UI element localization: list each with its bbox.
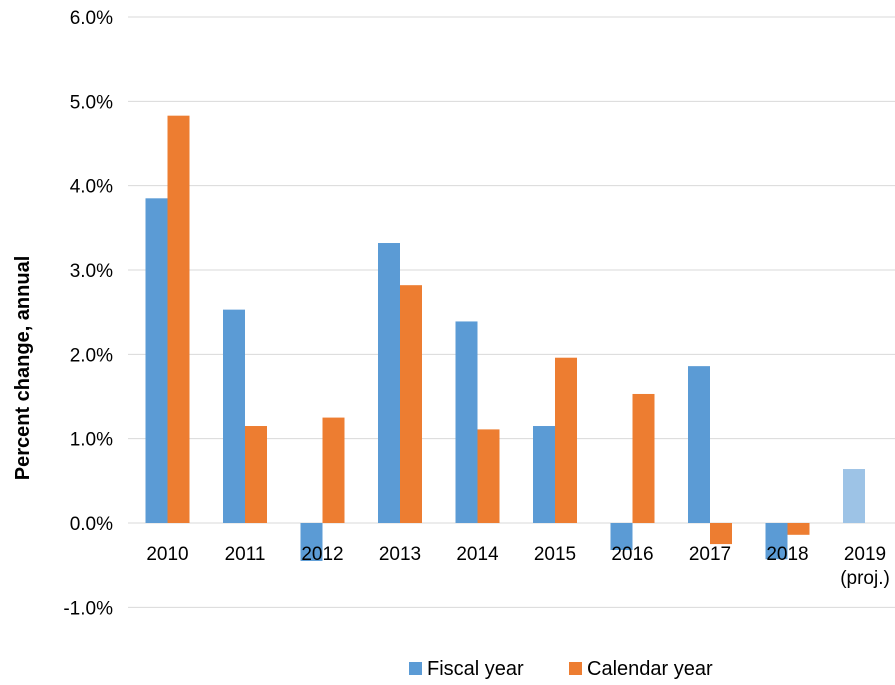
- bar-calendar-year-2010: [167, 115, 190, 524]
- bar-fiscal-year-2013: [378, 243, 400, 523]
- bar-fiscal-year-2015: [533, 426, 555, 523]
- x-tick-label: 2011: [225, 544, 266, 565]
- x-tick-label: 2014: [456, 544, 499, 565]
- y-tick-label: 0.0%: [70, 514, 113, 535]
- y-tick-label: 3.0%: [70, 261, 113, 282]
- bar-fiscal-year-2019: [843, 469, 865, 523]
- bar-calendar-year-2014: [477, 429, 500, 523]
- legend-swatch-fiscal-year: [409, 662, 422, 675]
- bar-fiscal-year-2018: [765, 523, 788, 560]
- legend: Fiscal year Calendar year: [409, 658, 713, 680]
- bar-calendar-year-2013: [400, 285, 422, 523]
- legend-swatch-calendar-year: [569, 662, 582, 675]
- y-tick-label: 4.0%: [70, 177, 113, 198]
- x-tick-label: 2019: [844, 544, 886, 565]
- bar-fiscal-year-2017: [688, 366, 710, 523]
- bar-fiscal-year-2011: [223, 309, 245, 523]
- bar-calendar-year-2016: [632, 393, 655, 523]
- x-tick-label: 2017: [689, 544, 731, 565]
- x-tick-label: 2018: [766, 544, 808, 565]
- bar-fiscal-year-2010: [145, 198, 168, 524]
- y-tick-label: 2.0%: [70, 345, 113, 366]
- bar-fiscal-year-2014: [455, 321, 478, 523]
- y-tick-label: 6.0%: [70, 8, 113, 29]
- bar-calendar-year-2015: [555, 357, 577, 523]
- x-tick-label: 2015: [534, 544, 576, 565]
- y-tick-label: 1.0%: [70, 430, 113, 451]
- bar-fiscal-year-2012: [300, 523, 323, 561]
- bars: [145, 115, 865, 561]
- x-tick-labels: 2010 2011 2012 2013 2014 2015 2016 2017 2018 2019…: [146, 544, 889, 589]
- x-tick-label: 2010: [146, 544, 188, 565]
- bar-calendar-year-2012: [322, 417, 345, 523]
- y-axis-title: Percent change, annual: [12, 256, 34, 481]
- bar-calendar-year-2017: [710, 523, 732, 545]
- y-tick-label: -1.0%: [63, 598, 113, 619]
- bar-fiscal-year-2016: [610, 523, 633, 550]
- legend-label-calendar-year: Calendar year: [587, 658, 713, 680]
- legend-label-fiscal-year: Fiscal year: [427, 658, 524, 680]
- bar-calendar-year-2018: [787, 523, 810, 535]
- bar-calendar-year-2011: [245, 426, 267, 523]
- x-tick-label: (proj.): [840, 568, 890, 589]
- x-tick-label: 2012: [301, 544, 343, 565]
- y-tick-labels: -1.0% 0.0% 1.0% 2.0% 3.0% 4.0% 5.0% 6.0%: [63, 8, 113, 619]
- x-tick-label: 2016: [611, 544, 653, 565]
- y-tick-label: 5.0%: [70, 92, 113, 113]
- x-tick-label: 2013: [379, 544, 421, 565]
